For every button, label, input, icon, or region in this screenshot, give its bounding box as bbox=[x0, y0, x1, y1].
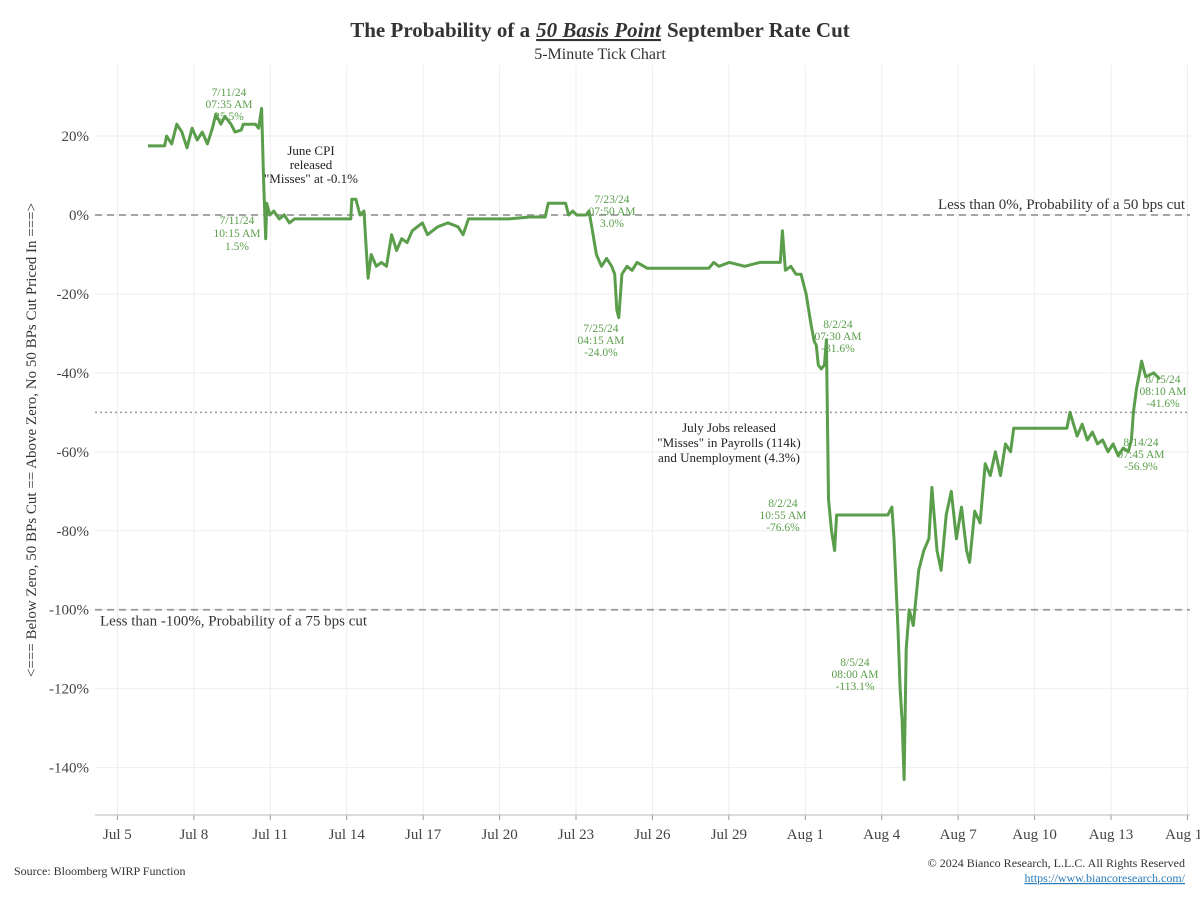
reference-label: Less than 0%, Probability of a 50 bps cu… bbox=[938, 197, 1186, 213]
annotation: July Jobs released bbox=[682, 420, 776, 435]
annotation: -31.6% bbox=[821, 343, 855, 355]
annotation: "Misses" in Payrolls (114k) bbox=[657, 435, 800, 450]
annotation: 8/14/24 bbox=[1123, 437, 1158, 449]
title-part: September Rate Cut bbox=[667, 18, 850, 42]
data-line bbox=[148, 106, 1161, 781]
annotation: "Misses" at -0.1% bbox=[264, 171, 358, 186]
x-tick-label: Jul 14 bbox=[329, 827, 366, 843]
x-tick-label: Jul 17 bbox=[405, 827, 442, 843]
y-axis-label: <=== Below Zero, 50 BPs Cut == Above Zer… bbox=[24, 203, 40, 677]
annotation: -76.6% bbox=[766, 522, 800, 534]
y-tick-label: -20% bbox=[57, 287, 90, 303]
annotation: 7/11/24 bbox=[212, 87, 247, 99]
website-link[interactable]: https://www.biancoresearch.com/ bbox=[1024, 871, 1185, 885]
x-tick-label: Jul 23 bbox=[558, 827, 594, 843]
x-tick-label: Jul 26 bbox=[634, 827, 671, 843]
x-tick-label: Aug 7 bbox=[940, 827, 978, 843]
title-part: The Probability of a bbox=[350, 18, 530, 42]
annotation: -41.6% bbox=[1146, 398, 1180, 410]
y-tick-label: -120% bbox=[49, 682, 89, 698]
annotation: 08:10 AM bbox=[1140, 386, 1187, 398]
annotation: 7/11/24 bbox=[220, 215, 255, 227]
x-tick-label: Jul 20 bbox=[481, 827, 517, 843]
annotation: released bbox=[290, 157, 333, 172]
annotation: -56.9% bbox=[1124, 461, 1158, 473]
chart-subtitle: 5-Minute Tick Chart bbox=[534, 46, 666, 63]
title-part: 50 Basis Point bbox=[536, 18, 662, 42]
x-tick-label: Aug 4 bbox=[863, 827, 901, 843]
annotation: 10:15 AM bbox=[214, 228, 261, 240]
annotation: 07:50 AM bbox=[589, 206, 636, 218]
annotation: 7/25/24 bbox=[583, 323, 618, 335]
y-tick-label: -60% bbox=[57, 445, 90, 461]
annotation: 8/2/24 bbox=[823, 319, 853, 331]
annotation: -113.1% bbox=[836, 681, 875, 693]
x-tick-label: Aug 13 bbox=[1089, 827, 1134, 843]
annotation: 07:35 AM bbox=[206, 99, 253, 111]
y-tick-label: 0% bbox=[69, 208, 89, 224]
annotation: 10:55 AM bbox=[760, 510, 807, 522]
annotation: 7/23/24 bbox=[594, 194, 629, 206]
annotation: 1.5% bbox=[225, 241, 249, 253]
x-tick-label: Jul 8 bbox=[179, 827, 208, 843]
y-tick-label: -100% bbox=[49, 603, 89, 619]
annotation: 07:30 AM bbox=[815, 331, 862, 343]
annotation: 8/2/24 bbox=[768, 498, 798, 510]
annotation: 04:15 AM bbox=[578, 335, 625, 347]
x-tick-label: Jul 11 bbox=[252, 827, 288, 843]
copyright: © 2024 Bianco Research, L.L.C. All Right… bbox=[928, 856, 1185, 870]
annotation: 08:00 AM bbox=[832, 669, 879, 681]
x-tick-label: Aug 1 bbox=[787, 827, 824, 843]
annotation: 8/5/24 bbox=[840, 657, 870, 669]
annotation: 25.5% bbox=[214, 111, 244, 123]
x-tick-label: Jul 5 bbox=[103, 827, 132, 843]
annotation: -24.0% bbox=[584, 347, 618, 359]
x-tick-label: Aug 10 bbox=[1012, 827, 1057, 843]
annotation: and Unemployment (4.3%) bbox=[658, 450, 800, 465]
source: Source: Bloomberg WIRP Function bbox=[14, 864, 185, 878]
annotation: June CPI bbox=[287, 143, 334, 158]
reference-label: Less than -100%, Probability of a 75 bps… bbox=[100, 614, 368, 630]
annotation: 3.0% bbox=[600, 218, 624, 230]
y-tick-label: -40% bbox=[57, 366, 90, 382]
annotation: 07:45 AM bbox=[1118, 449, 1165, 461]
x-tick-label: Jul 29 bbox=[711, 827, 747, 843]
y-tick-label: -140% bbox=[49, 761, 89, 777]
x-tick-label: Aug 16 bbox=[1165, 827, 1200, 843]
y-tick-label: 20% bbox=[62, 129, 90, 145]
chart-title: The Probability of a 50 Basis Point Septem… bbox=[350, 18, 850, 42]
y-tick-label: -80% bbox=[57, 524, 90, 540]
annotation: 8/15/24 bbox=[1145, 374, 1180, 386]
